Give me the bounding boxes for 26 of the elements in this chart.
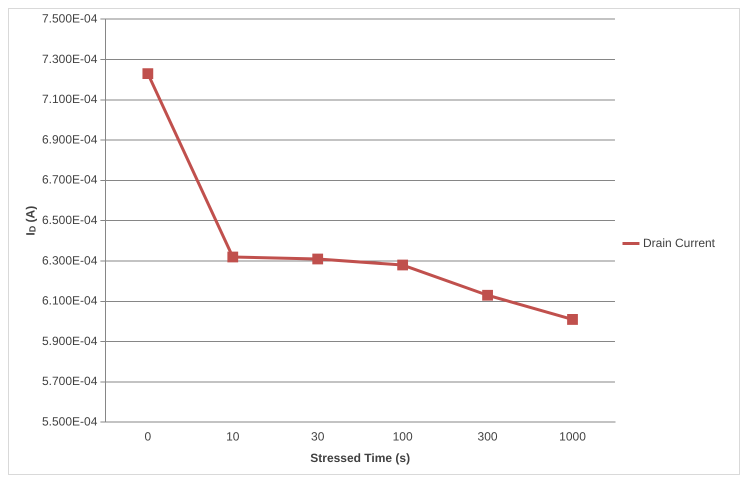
x-axis-title: Stressed Time (s) [310, 451, 410, 466]
y-tick-label: 7.300E-04 [42, 52, 98, 66]
x-tick-label: 30 [311, 430, 325, 444]
point [397, 260, 408, 270]
y-tick-label: 7.100E-04 [42, 92, 98, 106]
y-tick-label: 5.500E-04 [42, 414, 98, 429]
x-tick-label: 10 [226, 430, 240, 444]
x-tick-label: 300 [478, 430, 498, 444]
y-tick-label: 6.100E-04 [42, 294, 98, 308]
y-tick-label: 6.500E-04 [42, 213, 98, 228]
point [482, 290, 493, 301]
point [312, 254, 324, 264]
y-tick-label: 6.300E-04 [42, 253, 98, 268]
y-tick-label: 6.900E-04 [42, 132, 98, 146]
y-tick-label: 5.900E-04 [42, 334, 98, 348]
x-tick-label: 100 [392, 430, 413, 444]
y-tick-label: 7.500E-04 [42, 12, 98, 26]
y-tick-label: 6.700E-04 [42, 172, 98, 187]
x-tick-label: 0 [144, 430, 152, 444]
y-tick-label: 5.700E-04 [42, 374, 98, 388]
point [567, 314, 578, 325]
point [227, 252, 238, 262]
point [142, 68, 154, 79]
legend-label: Drain Current [642, 236, 716, 250]
x-tick-label: 1000 [559, 430, 586, 444]
y-axis-title: ID (A) [23, 206, 38, 236]
